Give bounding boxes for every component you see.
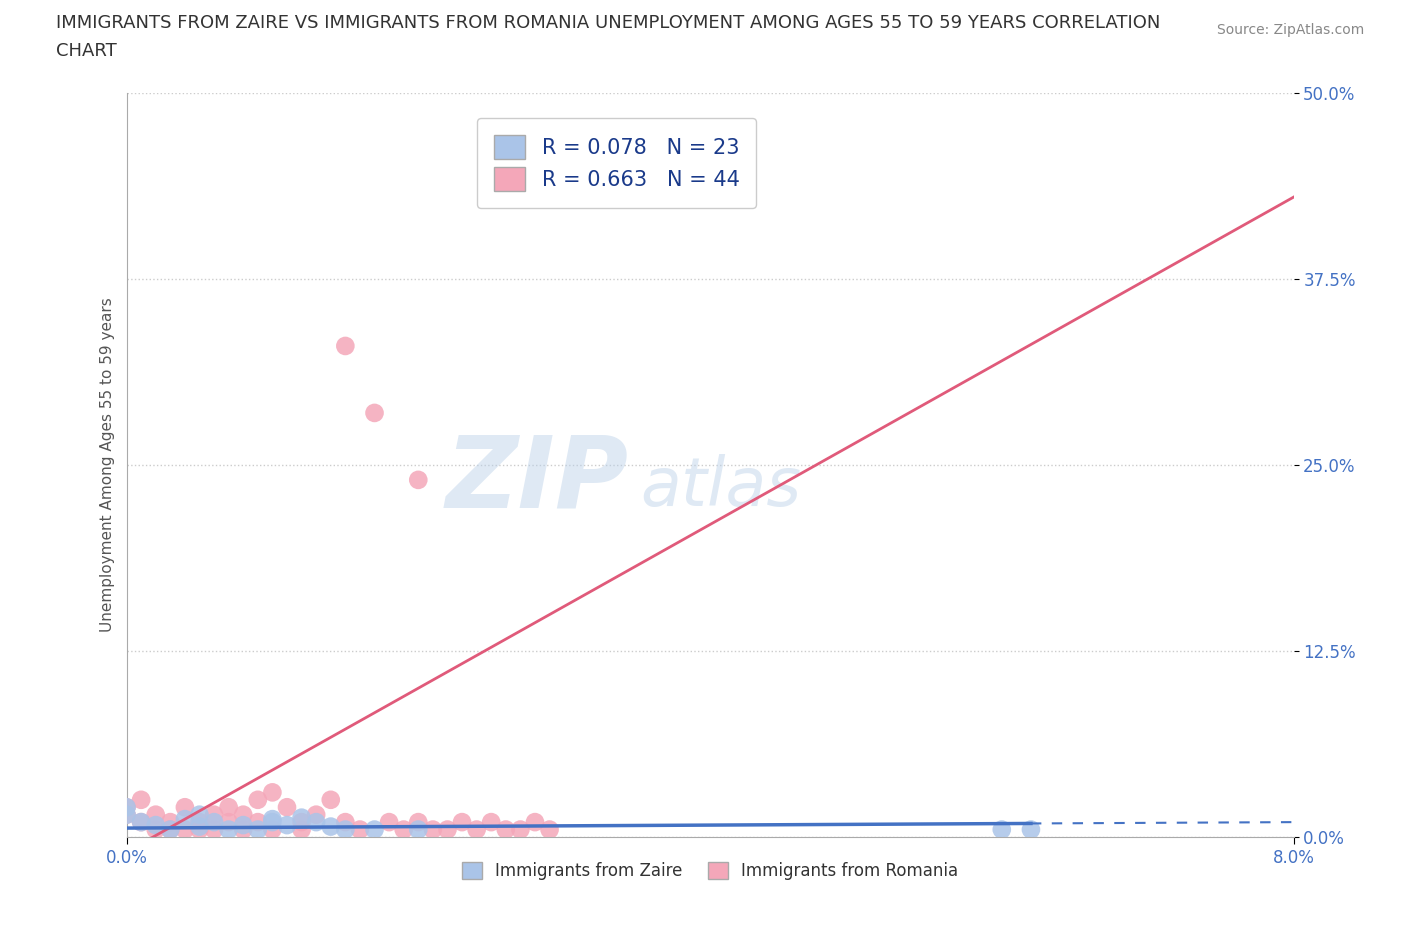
- Point: [538, 822, 561, 837]
- Point: [115, 807, 138, 822]
- Text: atlas: atlas: [640, 455, 801, 520]
- Point: [1019, 822, 1042, 837]
- Point: [188, 815, 211, 830]
- Y-axis label: Unemployment Among Ages 55 to 59 years: Unemployment Among Ages 55 to 59 years: [100, 298, 115, 632]
- Point: [188, 807, 211, 822]
- Point: [129, 815, 152, 830]
- Text: Source: ZipAtlas.com: Source: ZipAtlas.com: [1216, 23, 1364, 37]
- Point: [129, 792, 152, 807]
- Point: [290, 822, 312, 837]
- Point: [262, 822, 284, 837]
- Point: [115, 800, 138, 815]
- Point: [246, 822, 269, 837]
- Point: [509, 822, 531, 837]
- Point: [218, 815, 240, 830]
- Point: [990, 822, 1012, 837]
- Point: [378, 815, 401, 830]
- Point: [262, 785, 284, 800]
- Point: [188, 822, 211, 837]
- Point: [335, 815, 357, 830]
- Point: [363, 405, 385, 420]
- Point: [305, 815, 328, 830]
- Legend: Immigrants from Zaire, Immigrants from Romania: Immigrants from Zaire, Immigrants from R…: [454, 854, 966, 888]
- Point: [115, 807, 138, 822]
- Point: [349, 822, 371, 837]
- Text: IMMIGRANTS FROM ZAIRE VS IMMIGRANTS FROM ROMANIA UNEMPLOYMENT AMONG AGES 55 TO 5: IMMIGRANTS FROM ZAIRE VS IMMIGRANTS FROM…: [56, 14, 1160, 32]
- Point: [422, 822, 444, 837]
- Point: [408, 822, 430, 837]
- Point: [262, 812, 284, 827]
- Point: [159, 822, 181, 837]
- Point: [159, 815, 181, 830]
- Point: [262, 815, 284, 830]
- Point: [290, 815, 312, 830]
- Point: [232, 822, 254, 837]
- Point: [145, 807, 167, 822]
- Point: [276, 817, 298, 832]
- Point: [145, 817, 167, 832]
- Point: [174, 812, 197, 827]
- Point: [202, 807, 225, 822]
- Point: [115, 800, 138, 815]
- Point: [408, 815, 430, 830]
- Point: [436, 822, 458, 837]
- Point: [495, 822, 517, 837]
- Point: [335, 339, 357, 353]
- Point: [319, 819, 342, 834]
- Point: [202, 822, 225, 837]
- Point: [174, 800, 197, 815]
- Point: [290, 810, 312, 825]
- Point: [218, 822, 240, 837]
- Point: [145, 822, 167, 837]
- Point: [174, 822, 197, 837]
- Point: [479, 815, 502, 830]
- Point: [523, 815, 546, 830]
- Point: [335, 822, 357, 837]
- Point: [408, 472, 430, 487]
- Point: [232, 817, 254, 832]
- Point: [305, 807, 328, 822]
- Point: [392, 822, 415, 837]
- Text: CHART: CHART: [56, 42, 117, 60]
- Point: [246, 792, 269, 807]
- Point: [246, 815, 269, 830]
- Point: [129, 815, 152, 830]
- Point: [451, 815, 474, 830]
- Text: ZIP: ZIP: [446, 432, 628, 528]
- Point: [188, 819, 211, 834]
- Point: [276, 800, 298, 815]
- Point: [363, 822, 385, 837]
- Point: [202, 815, 225, 830]
- Point: [218, 800, 240, 815]
- Point: [159, 822, 181, 837]
- Point: [465, 822, 488, 837]
- Point: [319, 792, 342, 807]
- Point: [232, 807, 254, 822]
